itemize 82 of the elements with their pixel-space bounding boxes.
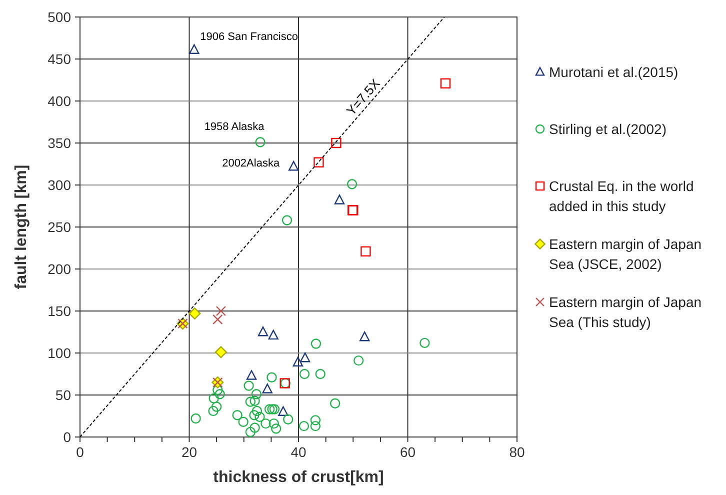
point	[283, 414, 294, 424]
point	[250, 396, 260, 406]
point	[353, 355, 364, 366]
point	[331, 138, 342, 148]
point	[310, 415, 321, 426]
point	[208, 406, 218, 416]
point	[264, 404, 275, 414]
point	[188, 308, 201, 320]
point	[300, 352, 310, 362]
point	[334, 194, 345, 204]
point	[268, 330, 278, 340]
y-tick-label: 250	[48, 219, 72, 235]
point	[214, 389, 225, 400]
point	[252, 406, 262, 416]
point	[254, 412, 265, 422]
y-tick-label: 50	[55, 387, 72, 403]
point	[208, 393, 219, 404]
point	[292, 356, 304, 366]
point	[216, 306, 226, 316]
point	[232, 410, 242, 420]
point	[299, 368, 310, 380]
point	[258, 326, 268, 336]
point	[288, 160, 299, 171]
y-tick-label: 500	[48, 9, 72, 25]
point	[315, 368, 326, 380]
point	[268, 418, 280, 429]
point	[310, 338, 322, 349]
y-tick-label: 350	[48, 135, 72, 151]
point	[267, 404, 278, 414]
point	[314, 157, 324, 168]
y-tick-label: 0	[63, 429, 72, 445]
y-tick-label: 300	[48, 177, 72, 193]
point	[190, 413, 201, 424]
y-axis-title: fault length [km]	[13, 164, 30, 290]
point	[298, 420, 310, 432]
y-tick-label: 150	[48, 303, 72, 319]
point	[245, 426, 256, 437]
annotation: 1958 Alaska	[204, 121, 266, 134]
point	[212, 384, 223, 396]
y-tick-label: 100	[48, 345, 72, 361]
x-axis-title: thickness of crust[km]	[213, 469, 384, 486]
annotation: 1906 San Francisco	[200, 30, 298, 43]
point	[346, 179, 358, 190]
legend-label: Crustal Eq. in the world added in this study	[549, 178, 694, 214]
y-tick-label: 400	[48, 93, 72, 109]
point	[310, 420, 321, 432]
point	[420, 338, 430, 348]
point	[360, 246, 371, 256]
point	[238, 416, 248, 427]
point	[440, 78, 451, 88]
legend-label: Stirling et al.(2002)	[549, 121, 667, 137]
point	[212, 314, 223, 324]
point	[211, 402, 222, 412]
point	[245, 396, 256, 407]
point	[214, 346, 227, 358]
x-tick-label: 80	[509, 444, 525, 460]
point	[359, 331, 370, 342]
point	[251, 389, 262, 400]
point	[330, 398, 340, 408]
point	[255, 137, 266, 148]
point	[266, 372, 277, 382]
legend-label: Eastern margin of Japan Sea (This study)	[549, 294, 702, 330]
x-tick-label: 60	[400, 444, 416, 460]
point	[244, 380, 254, 391]
point	[189, 44, 200, 54]
point	[246, 370, 257, 380]
legend-label: Murotani et al.(2015)	[549, 64, 678, 80]
x-tick-label: 0	[76, 444, 84, 460]
point	[249, 410, 260, 420]
point	[282, 215, 292, 226]
point	[262, 384, 272, 394]
point	[250, 422, 260, 433]
point	[271, 424, 282, 434]
x-tick-label: 20	[181, 444, 198, 460]
y-tick-label: 200	[48, 261, 72, 277]
legend-label: Eastern margin of Japan Sea (JSCE, 2002)	[549, 236, 702, 272]
annotation: 2002Alaska	[222, 158, 280, 170]
point	[269, 404, 280, 414]
x-tick-label: 40	[290, 444, 306, 460]
point	[260, 418, 271, 429]
y-tick-label: 450	[48, 51, 72, 67]
point	[278, 406, 288, 416]
